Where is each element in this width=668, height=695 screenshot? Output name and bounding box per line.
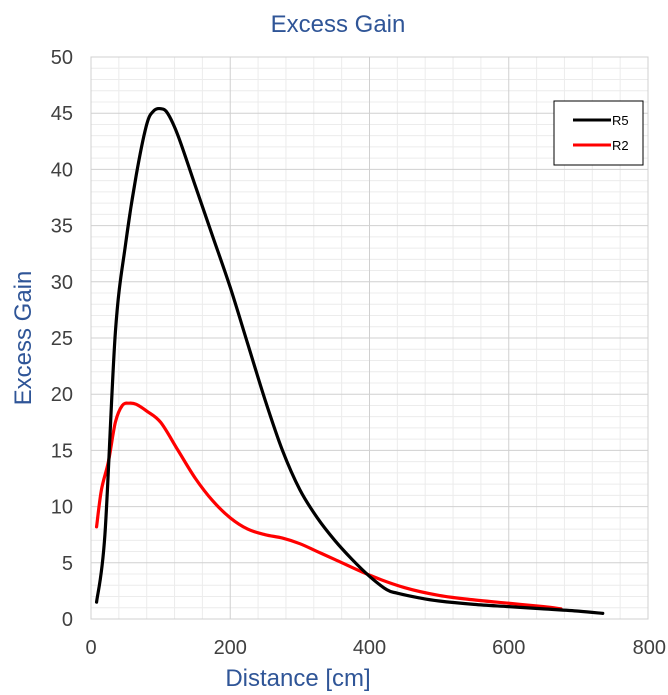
x-tick-label: 600	[492, 637, 525, 659]
y-tick-label: 50	[51, 47, 73, 69]
y-tick-label: 40	[51, 159, 73, 181]
y-tick-label: 15	[51, 440, 73, 462]
y-tick-label: 20	[51, 384, 73, 406]
y-tick-label: 30	[51, 272, 73, 294]
y-tick-label: 35	[51, 216, 73, 238]
legend-label-r5: R5	[612, 113, 629, 128]
x-axis: 0 200 400 600 800	[85, 637, 666, 659]
chart-title: Excess Gain	[271, 11, 406, 38]
legend-box	[554, 101, 643, 165]
x-axis-label: Distance [cm]	[225, 665, 370, 692]
y-tick-label: 5	[62, 553, 73, 575]
y-tick-label: 10	[51, 497, 73, 519]
series-line-r2	[97, 403, 561, 609]
x-tick-label: 200	[214, 637, 247, 659]
y-tick-label: 0	[62, 609, 73, 631]
legend-label-r2: R2	[612, 138, 629, 153]
x-tick-label: 400	[353, 637, 386, 659]
y-axis-label: Excess Gain	[10, 271, 37, 406]
legend: R5 R2	[554, 101, 643, 165]
y-axis: 0 5 10 15 20 25 30 35 40 45 50	[51, 47, 73, 631]
y-tick-label: 25	[51, 328, 73, 350]
y-tick-label: 45	[51, 103, 73, 125]
x-tick-label: 0	[85, 637, 96, 659]
x-tick-label: 800	[633, 637, 666, 659]
